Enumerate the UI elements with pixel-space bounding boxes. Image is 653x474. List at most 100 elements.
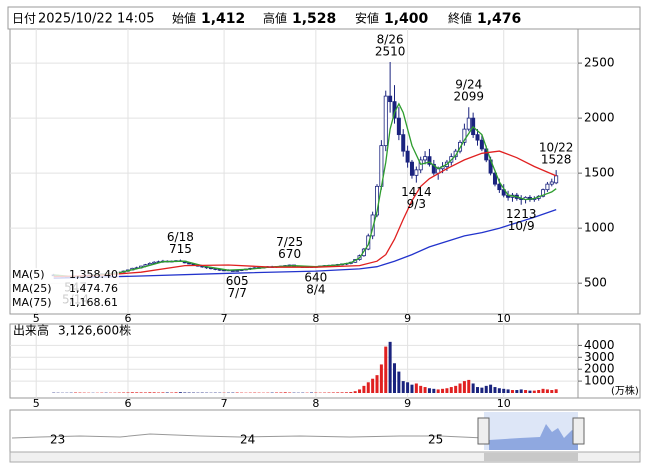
candle-body <box>480 140 483 149</box>
x-tick-label: 5 <box>33 397 40 410</box>
volume-bar <box>463 381 466 393</box>
volume-bar <box>485 386 488 393</box>
field-label: 安値 <box>355 11 379 26</box>
volume-bar <box>445 388 448 393</box>
volume-bar <box>161 392 164 393</box>
volume-bar <box>520 389 523 393</box>
volume-bar <box>454 386 457 393</box>
annotation-value: 670 <box>278 247 301 261</box>
volume-bar <box>542 389 545 393</box>
volume-bar <box>397 372 400 393</box>
navigator-handle-right[interactable] <box>573 418 584 444</box>
volume-bar <box>362 386 365 393</box>
date: 2025/10/22 14:05 <box>38 12 155 27</box>
annotation-date: 7/7 <box>228 286 247 300</box>
field-label: 始値 <box>172 11 196 26</box>
legend-value: 1,168.61 <box>69 296 118 309</box>
legend-name: MA(75) <box>12 296 52 309</box>
volume-bar <box>432 389 435 393</box>
volume-bar <box>550 390 553 393</box>
volume-bar <box>345 392 348 393</box>
candle-body <box>384 96 387 146</box>
volume-title: 出来高 <box>13 323 49 338</box>
annotation-date: 9/3 <box>407 197 426 211</box>
volume-bar <box>153 392 156 393</box>
annotation-value: 1528 <box>541 153 572 167</box>
volume-bar <box>524 390 527 393</box>
x-tick-label: 6 <box>124 312 131 325</box>
legend-name: MA(25) <box>12 282 52 295</box>
volume-bar <box>144 392 147 393</box>
ma-line <box>54 210 557 279</box>
legend-name: MA(5) <box>12 268 45 281</box>
volume-bar <box>507 389 510 393</box>
y-tick-label: 1000 <box>584 221 615 235</box>
legend-value: 1,474.76 <box>69 282 118 295</box>
volume-bar <box>279 392 282 393</box>
volume-bar <box>437 389 440 393</box>
navigator-label: 23 <box>50 433 65 447</box>
volume-bar <box>537 390 540 393</box>
candle-body <box>402 135 405 152</box>
volume-bar <box>528 391 531 393</box>
volume-current: 3,126,600株 <box>58 323 131 338</box>
volume-bar <box>410 385 413 393</box>
volume-bar <box>380 364 383 393</box>
candle-body <box>410 162 413 175</box>
x-tick-label: 7 <box>221 397 228 410</box>
volume-bar <box>332 392 335 393</box>
volume-bar <box>441 389 444 393</box>
volume-bar <box>140 392 143 393</box>
annotation-value: 2099 <box>453 90 484 104</box>
volume-bar <box>502 389 505 393</box>
volume-bar <box>148 392 151 393</box>
candle-body <box>236 271 239 272</box>
scrollbar-thumb[interactable] <box>484 453 578 461</box>
volume-bar <box>166 392 169 393</box>
volume-bar <box>493 387 496 393</box>
volume-bar <box>358 389 361 393</box>
volume-bar <box>489 385 492 393</box>
volume-bar <box>511 390 514 393</box>
volume-bar <box>498 388 501 393</box>
candle-body <box>555 176 558 183</box>
candle-body <box>406 151 409 162</box>
navigator-handle-left[interactable] <box>478 418 489 444</box>
annotation-date: 10/9 <box>508 219 535 233</box>
candle-body <box>389 96 392 102</box>
volume-bar <box>515 390 518 393</box>
volume-bar <box>419 386 422 393</box>
volume-bar <box>467 380 470 393</box>
legend-value: 1,358.40 <box>69 268 118 281</box>
volume-bar <box>341 392 344 393</box>
volume-bar <box>480 388 483 393</box>
volume-bar <box>367 382 370 393</box>
volume-bar <box>126 392 129 393</box>
annotation-value: 2510 <box>375 45 406 59</box>
volume-bar <box>476 387 479 393</box>
field-label: 終値 <box>448 11 472 26</box>
volume-bar <box>175 392 178 393</box>
x-tick-label: 8 <box>312 312 319 325</box>
volume-bar <box>354 391 357 393</box>
annotation-value: 715 <box>169 242 192 256</box>
y-tick-label: 500 <box>584 276 607 290</box>
ma-line <box>54 151 557 277</box>
volume-bar <box>428 388 431 393</box>
volume-bar <box>384 347 387 393</box>
candle-body <box>415 170 418 176</box>
annotation-date: 8/4 <box>306 282 325 296</box>
field-value: 1,528 <box>292 11 336 27</box>
volume-bar <box>402 381 405 393</box>
candle-body <box>546 184 549 190</box>
volume-bar <box>376 375 379 393</box>
volume-bar <box>389 342 392 393</box>
candle-body <box>550 182 553 184</box>
volume-bar <box>393 363 396 393</box>
x-tick-label: 9 <box>404 397 411 410</box>
candle-body <box>498 184 501 190</box>
volume-bar <box>415 383 418 393</box>
volume-bar <box>459 383 462 393</box>
candle-body <box>231 271 234 272</box>
